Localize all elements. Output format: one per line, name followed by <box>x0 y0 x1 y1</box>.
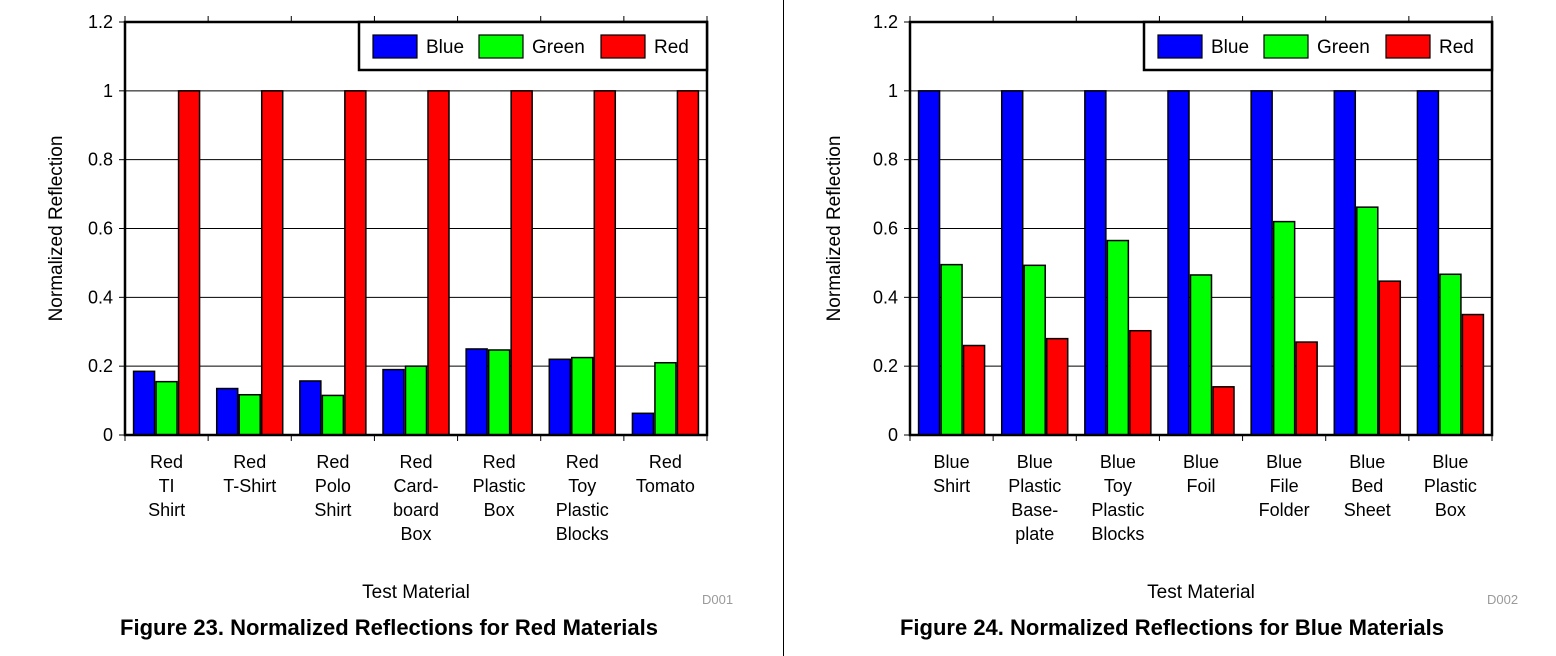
y-tick-label: 0.2 <box>873 356 898 376</box>
bar-green <box>654 361 677 436</box>
legend-swatch-green <box>1263 34 1309 59</box>
bar-green <box>1272 220 1296 436</box>
y-tick-label: 0.8 <box>88 150 113 170</box>
bar-green <box>1189 274 1213 436</box>
figure-24-code: D002 <box>1487 592 1519 607</box>
category-label: Red T-Shirt <box>223 452 276 496</box>
y-tick-label: 0.8 <box>873 150 898 170</box>
category-label: Blue Toy Plastic Blocks <box>1091 452 1144 544</box>
bar-green <box>404 365 428 436</box>
bar-green <box>571 356 594 436</box>
bar-red <box>1045 337 1069 436</box>
bar-green <box>155 380 178 436</box>
panel-divider <box>783 0 784 656</box>
figure-23-code: D001 <box>702 592 734 607</box>
bar-blue <box>1084 90 1107 436</box>
legend-label-blue: Blue <box>426 37 464 58</box>
bar-green <box>940 263 963 436</box>
y-tick-label: 0 <box>888 425 898 445</box>
bar-blue <box>917 90 941 436</box>
bar-red <box>427 90 450 436</box>
y-tick-label: 0.4 <box>873 287 898 307</box>
bar-red <box>1212 386 1235 436</box>
legend-swatch-red <box>600 34 646 59</box>
category-label: Red TI Shirt <box>148 452 185 520</box>
bar-red <box>177 90 201 436</box>
category-label: Red Card-board Box <box>393 452 439 544</box>
y-tick-label: 0.6 <box>88 219 113 239</box>
bar-green <box>487 349 511 436</box>
y-axis-title: Normalized Reflection <box>46 136 67 322</box>
bar-red <box>1129 329 1152 436</box>
bar-green <box>1106 239 1130 436</box>
y-tick-label: 0 <box>103 425 113 445</box>
figure-23-panel: 0 0.2 0.4 0.6 0.8 1 1.2 Red TI Shirt Red T-Shirt Red… <box>46 12 734 640</box>
figure-23-caption: Figure 23. Normalized Reflections for Re… <box>120 615 658 640</box>
category-label: Blue Shirt <box>933 452 970 496</box>
y-tick-label: 1.2 <box>873 12 898 32</box>
legend-label-blue: Blue <box>1211 37 1249 58</box>
bar-red <box>344 90 367 436</box>
bar-blue <box>548 358 572 436</box>
figure-24-caption: Figure 24. Normalized Reflections for Bl… <box>899 615 1445 640</box>
bar-red <box>962 344 986 436</box>
y-tick-label: 0.2 <box>88 356 113 376</box>
category-label: Blue Bed Sheet <box>1344 452 1391 520</box>
figure-24-panel: 0 0.2 0.4 0.6 0.8 1 1.2 Blue Shirt Blue Plastic Bas… <box>778 0 1556 656</box>
category-label: Red Tomato <box>636 452 695 496</box>
legend-label-green: Green <box>1317 37 1370 58</box>
legend-swatch-green <box>478 34 524 59</box>
bar-blue <box>465 348 488 436</box>
bar-blue <box>1333 90 1357 436</box>
bar-blue <box>299 380 322 436</box>
legend-label-green: Green <box>532 37 585 58</box>
y-axis-title: Normalized Reflection <box>824 136 845 322</box>
bar-green <box>238 393 261 436</box>
bar-red <box>1461 313 1485 436</box>
figure-24-chart: 0 0.2 0.4 0.6 0.8 1 1.2 Blue Shirt Blue Plastic Bas… <box>824 12 1494 603</box>
legend-swatch-red <box>1385 34 1431 59</box>
bar-green <box>1023 264 1046 436</box>
figure-23-chart: 0 0.2 0.4 0.6 0.8 1 1.2 Red TI Shirt Red T-Shirt Red… <box>46 12 709 603</box>
category-label: Blue Plastic Base-plate <box>1008 452 1061 544</box>
bar-blue <box>382 368 405 436</box>
bar-blue <box>1167 90 1190 436</box>
category-label: Blue File Folder <box>1259 452 1310 520</box>
legend-label-red: Red <box>1439 37 1474 58</box>
legend-label-red: Red <box>654 37 689 58</box>
y-tick-label: 1 <box>103 81 113 101</box>
x-axis-title: Test Material <box>362 582 470 603</box>
bar-red <box>676 90 700 436</box>
category-label: Red Plastic Box <box>473 452 526 520</box>
bar-green <box>321 394 345 436</box>
bar-blue <box>1000 90 1024 436</box>
bar-red <box>593 90 617 436</box>
bar-blue <box>631 412 655 436</box>
bar-blue <box>132 370 156 436</box>
category-label: Red Polo Shirt <box>314 452 351 520</box>
bar-red <box>260 90 284 436</box>
bar-blue <box>1250 90 1273 436</box>
category-label: Blue Plastic Box <box>1424 452 1477 520</box>
y-tick-label: 1 <box>888 81 898 101</box>
bar-red <box>1378 280 1402 436</box>
bar-blue <box>215 387 239 436</box>
y-tick-label: 0.6 <box>873 219 898 239</box>
legend-swatch-blue <box>372 34 418 59</box>
bar-green <box>1439 273 1462 436</box>
y-tick-label: 0.4 <box>88 287 113 307</box>
category-label: Blue Foil <box>1183 452 1219 496</box>
legend-swatch-blue <box>1157 34 1203 59</box>
category-label: Red Toy Plastic Blocks <box>556 452 609 544</box>
bar-red <box>1295 341 1318 436</box>
bar-red <box>510 90 533 436</box>
x-axis-title: Test Material <box>1147 582 1255 603</box>
y-tick-label: 1.2 <box>88 12 113 32</box>
bar-green <box>1356 206 1379 436</box>
bar-blue <box>1416 90 1440 436</box>
